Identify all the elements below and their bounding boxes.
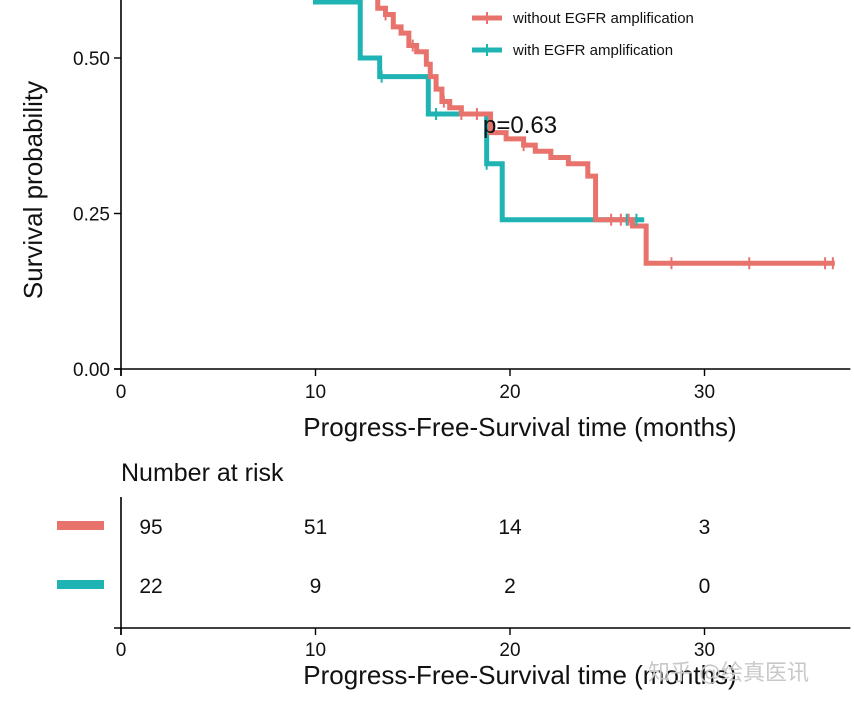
x-axis-title: Progress-Free-Survival time (months)	[303, 412, 736, 442]
risk-count: 2	[504, 575, 516, 598]
risk-row-swatch	[57, 521, 104, 530]
y-axis-title: Survival probability	[18, 81, 48, 299]
x-tick-label: 20	[499, 382, 520, 403]
risk-x-tick-label: 10	[305, 640, 326, 661]
risk-count: 22	[139, 575, 162, 598]
survival-curve-without-egfr	[375, 0, 835, 266]
risk-x-axis-title: Progress-Free-Survival time (months)	[303, 660, 736, 690]
risk-table-rows: 95 51 14 3 22 9 2 0	[57, 516, 710, 598]
risk-x-tick-label: 0	[116, 640, 127, 661]
risk-count: 95	[139, 516, 162, 539]
legend-label: without EGFR amplification	[512, 10, 694, 27]
y-tick-label: 0.25	[73, 205, 110, 226]
legend: without EGFR amplification with EGFR ampl…	[472, 10, 694, 59]
survival-axes: 0.000.250.500.751.000102030	[73, 0, 851, 403]
y-tick-label: 0.00	[73, 360, 110, 381]
x-tick-label: 0	[116, 382, 127, 403]
risk-count: 3	[699, 516, 711, 539]
risk-count: 9	[310, 575, 322, 598]
risk-row-swatch	[57, 580, 104, 589]
risk-table-title: Number at risk	[121, 459, 284, 487]
legend-label: with EGFR amplification	[512, 42, 673, 59]
p-value-annotation: p=0.63	[483, 112, 557, 139]
x-tick-label: 30	[694, 382, 715, 403]
risk-count: 14	[498, 516, 522, 539]
risk-count: 51	[304, 516, 327, 539]
risk-table-axes: 0 10 20 30	[114, 497, 851, 661]
risk-x-tick-label: 30	[694, 640, 715, 661]
risk-count: 0	[699, 575, 711, 598]
censor-marks	[380, 8, 834, 270]
risk-x-tick-label: 20	[499, 640, 520, 661]
x-tick-label: 10	[305, 382, 326, 403]
y-tick-label: 0.50	[73, 49, 110, 70]
watermark: 知乎 @绘真医讯	[648, 661, 809, 686]
survival-plot: 0.000.250.500.751.000102030 without EGFR…	[18, 0, 851, 442]
